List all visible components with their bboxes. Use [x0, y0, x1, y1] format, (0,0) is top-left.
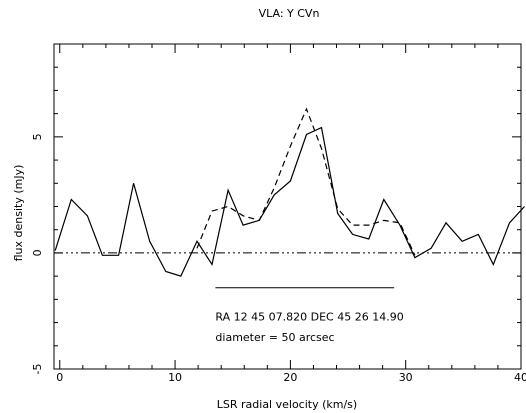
x-tick-label: 20: [283, 371, 297, 384]
x-tick-label: 30: [399, 371, 413, 384]
dashed-series-line: [196, 107, 416, 256]
x-tick-label: 10: [168, 371, 182, 384]
plot-area: 0 10 20 30 40 -5 0 5: [31, 43, 526, 384]
y-tick-label: 0: [31, 249, 44, 256]
x-tick-label: 40: [514, 371, 526, 384]
y-tick-label: 5: [31, 133, 44, 140]
x-tick-label: 0: [56, 371, 63, 384]
chart-title: VLA: Y CVn: [259, 7, 320, 20]
y-axis-label: flux density (mJy): [12, 165, 25, 262]
position-annotation: RA 12 45 07.820 DEC 45 26 14.90: [215, 310, 403, 323]
y-tick-label: -5: [31, 364, 44, 375]
solid-series-line: [54, 126, 525, 277]
diameter-annotation: diameter = 50 arcsec: [215, 331, 334, 344]
x-axis-label: LSR radial velocity (km/s): [217, 398, 357, 411]
